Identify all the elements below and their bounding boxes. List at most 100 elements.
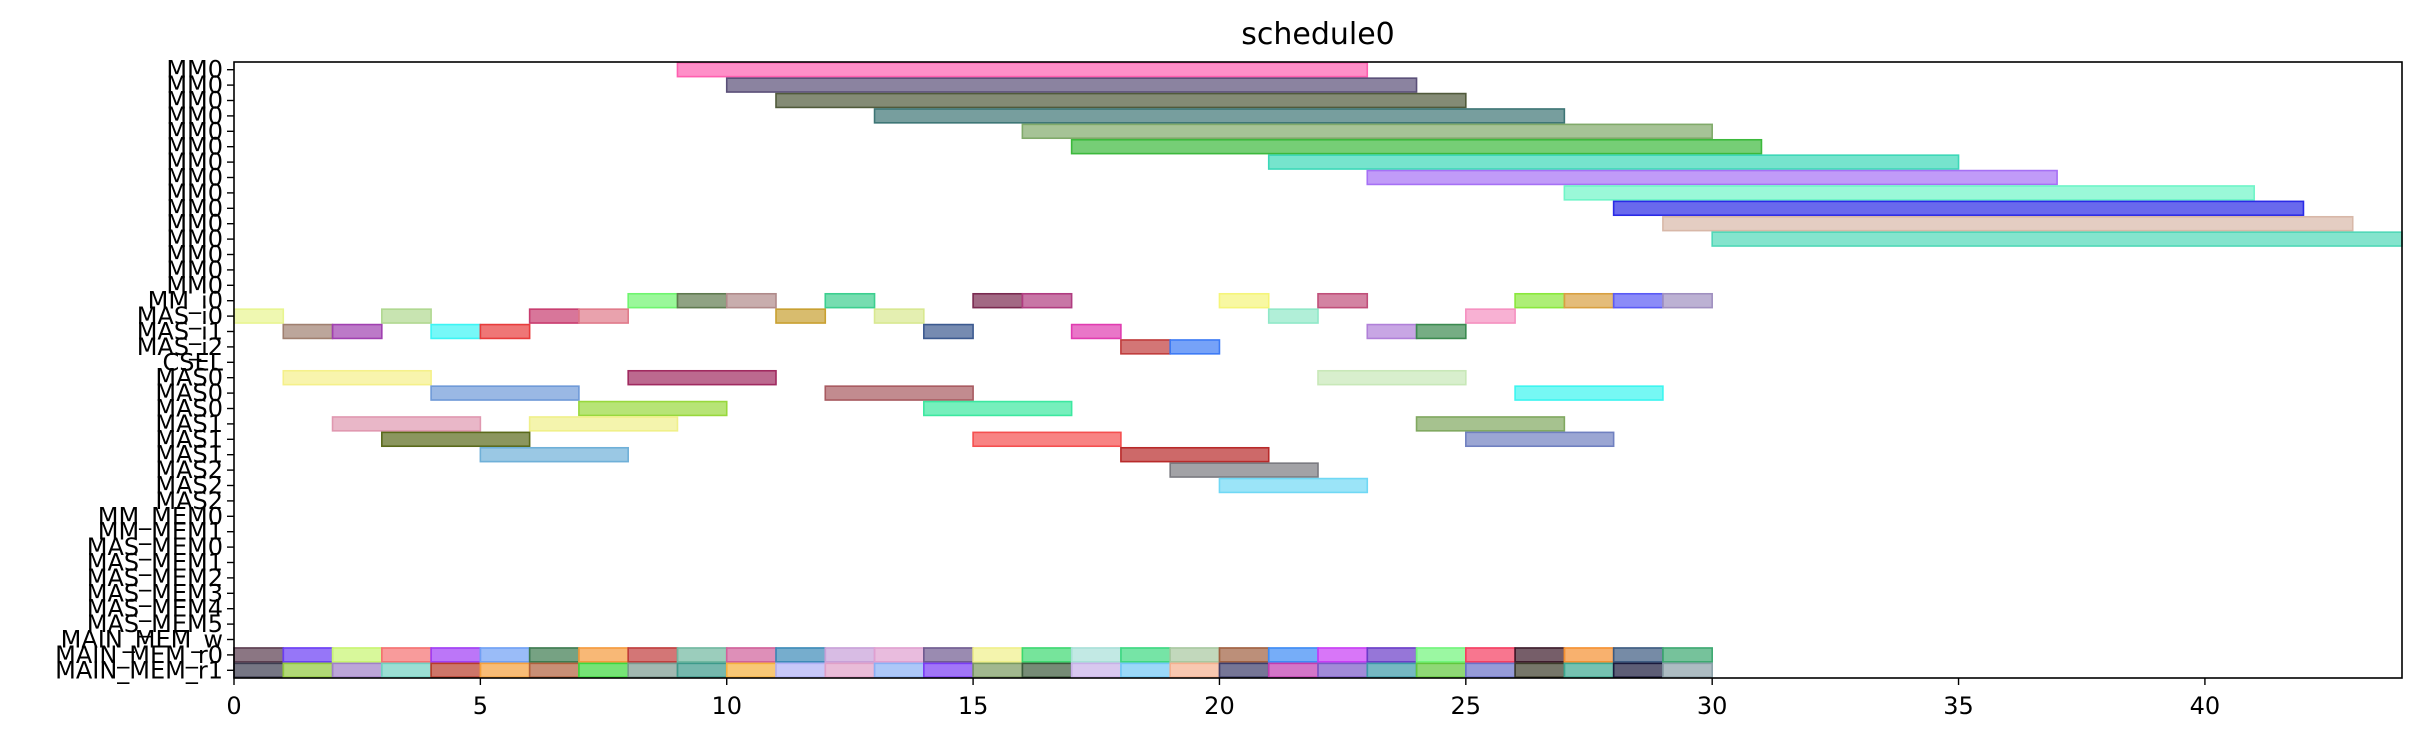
y-tick-label: MM0	[166, 87, 223, 115]
bar-MAIN_MEM_r1-3	[381, 662, 432, 679]
bar-MAIN_MEM_r1-24	[1415, 662, 1467, 679]
bar-MAIN_MEM_r0-28	[1612, 647, 1664, 663]
bar-MAIN_MEM_r0-6	[528, 647, 580, 663]
bar-MAIN_MEM_r0-19	[1169, 647, 1221, 663]
y-tick-label: MM0	[166, 256, 223, 284]
bar-MAIN_MEM_r1-26	[1514, 662, 1566, 679]
bar-MAIN_MEM_r1-0	[233, 662, 285, 679]
x-tick-label: 35	[1943, 692, 1974, 720]
y-tick-label: MM0	[166, 102, 223, 130]
y-tick-label: MAS2	[155, 487, 223, 515]
bar-MAIN_MEM_r1-17	[1070, 662, 1122, 679]
y-tick-label: MM0	[166, 179, 223, 207]
bar-MAS_i1-14	[923, 323, 974, 340]
bar-MM_i0-20	[1218, 292, 1270, 309]
bar-MAIN_MEM_r1-21	[1267, 662, 1319, 679]
bar-MAIN_MEM_r0-21	[1267, 647, 1319, 663]
bar-MAIN_MEM_r0-23	[1366, 647, 1418, 663]
bar-MM_i0-26	[1514, 292, 1566, 309]
bar-MAS0-12	[824, 385, 974, 401]
y-tick-label: MAS1	[155, 425, 223, 453]
y-tick-label: MM0	[166, 194, 223, 222]
bar-MAIN_MEM_r0-5	[479, 647, 531, 663]
bar-MM_i0-27	[1563, 292, 1615, 309]
bar-MM0-9	[676, 61, 1369, 78]
bar-MAIN_MEM_r1-25	[1465, 662, 1516, 679]
bar-MAS_i0-6	[528, 308, 580, 324]
bar-MAS_i0-11	[775, 308, 827, 324]
bar-MAIN_MEM_r0-11	[775, 647, 827, 663]
bars-layer	[233, 61, 2403, 679]
y-tick-label: MAIN_MEM_r0	[55, 641, 223, 669]
bar-MM0-27	[1563, 185, 2255, 201]
y-tick-label: MM0	[166, 241, 223, 269]
bar-MAS0-4	[430, 385, 580, 401]
y-tick-label: MM0	[166, 164, 223, 192]
bar-MAIN_MEM_r1-16	[1021, 662, 1073, 679]
x-tick-label: 15	[958, 692, 989, 720]
bar-MM0-16	[1021, 123, 1713, 140]
bar-MAS0-14	[923, 400, 1073, 417]
bar-MAS1-15	[972, 431, 1122, 448]
bar-MAS0-7	[578, 400, 728, 417]
bar-MAIN_MEM_r1-8	[627, 662, 679, 679]
bar-MM_i0-22	[1317, 292, 1369, 309]
bar-MAIN_MEM_r1-6	[528, 662, 580, 679]
bar-MAIN_MEM_r0-9	[676, 647, 728, 663]
plot-frame	[233, 61, 2403, 679]
y-tick-label: MAS1	[155, 410, 223, 438]
chart-title: schedule0	[1241, 17, 1395, 52]
bar-MAS1-2	[331, 416, 482, 432]
bar-MAIN_MEM_r1-28	[1612, 662, 1664, 679]
y-tick-label: MAS2	[155, 456, 223, 484]
bar-MM0-13	[873, 108, 1566, 124]
bar-MAIN_MEM_r0-12	[824, 647, 876, 663]
bar-MAS0-1	[282, 369, 432, 386]
y-tick-label: MAS0	[155, 364, 223, 392]
bar-MAS_i1-5	[479, 323, 531, 340]
y-tick-label: MM0	[166, 117, 223, 145]
bar-MAIN_MEM_r1-7	[578, 662, 629, 679]
bar-MM_i0-10	[725, 292, 777, 309]
y-tick-label: CSEL	[162, 348, 223, 376]
bar-MAS_i0-13	[873, 308, 925, 324]
bar-MAS_i1-2	[331, 323, 383, 340]
bar-MM_i0-29	[1662, 292, 1713, 309]
y-tick-label: MM0	[166, 210, 223, 238]
bar-MAS2-20	[1218, 477, 1369, 494]
y-tick-label: MAS_MEM3	[87, 579, 223, 607]
bar-MAS1-25	[1465, 431, 1615, 448]
bar-MAS_i0-21	[1267, 308, 1319, 324]
x-axis: 0 5 10 15 20 25 30 35 40	[226, 678, 2220, 720]
bar-MM_i0-16	[1021, 292, 1073, 309]
bar-MAS_i1-24	[1415, 323, 1467, 340]
y-tick-label: MAS_MEM2	[87, 564, 223, 592]
bar-MM_i0-15	[972, 292, 1024, 309]
y-tick-label: MAS_MEM5	[87, 610, 223, 638]
bar-MAIN_MEM_r0-18	[1120, 647, 1171, 663]
bar-MAS_i0-3	[381, 308, 432, 324]
y-tick-label: MAS_i0	[137, 302, 223, 330]
bar-MAS2-19	[1169, 462, 1319, 478]
bar-MAIN_MEM_r0-10	[725, 647, 777, 663]
bar-MAS1-3	[381, 431, 531, 448]
bar-MM0-28	[1612, 200, 2305, 217]
bar-MM0-29	[1662, 215, 2354, 232]
bar-MAIN_MEM_r0-22	[1317, 647, 1369, 663]
bar-MAS0-22	[1317, 369, 1467, 386]
y-tick-label: MAIN_MEM_w	[61, 626, 223, 654]
bar-MAIN_MEM_r0-20	[1218, 647, 1270, 663]
bar-MAIN_MEM_r1-20	[1218, 662, 1270, 679]
bar-MAS_i1-23	[1366, 323, 1418, 340]
bar-MAS1-18	[1120, 446, 1270, 463]
y-tick-label: MAIN_MEM_r1	[55, 656, 223, 684]
bar-MAIN_MEM_r0-4	[430, 647, 482, 663]
bar-MAS_i0-25	[1465, 308, 1516, 324]
bar-MAS0-8	[627, 369, 777, 386]
bar-MAIN_MEM_r0-1	[282, 647, 334, 663]
bar-MAIN_MEM_r1-15	[972, 662, 1024, 679]
bar-MAIN_MEM_r0-3	[381, 647, 432, 663]
bar-MAS_i2-18	[1120, 339, 1171, 355]
bar-MAIN_MEM_r0-17	[1070, 647, 1122, 663]
